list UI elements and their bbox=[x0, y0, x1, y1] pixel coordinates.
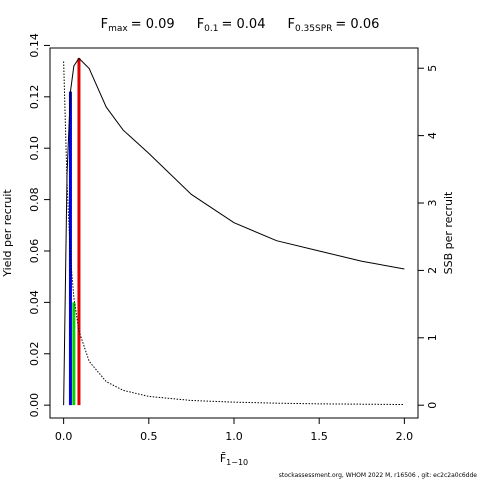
plot-frame bbox=[49, 47, 419, 419]
x-tick-label: 0.5 bbox=[140, 430, 158, 443]
x-tick-label: 1.0 bbox=[225, 430, 243, 443]
y-tick-label: 0.00 bbox=[28, 393, 41, 418]
y-tick-label: 0.10 bbox=[28, 136, 41, 161]
y2-tick-label: 3 bbox=[426, 200, 439, 207]
title-symbol: F bbox=[101, 17, 108, 32]
title-subscript: max bbox=[108, 24, 128, 34]
y2-tick-label: 1 bbox=[426, 334, 439, 341]
y-tick-label: 0.02 bbox=[28, 342, 41, 367]
x-label-sub: 1−10 bbox=[226, 458, 248, 467]
title-subscript: 0.35SPR bbox=[295, 24, 332, 34]
series-line bbox=[63, 61, 405, 406]
y-tick-label: 0.08 bbox=[28, 187, 41, 212]
y-tick-label: 0.04 bbox=[28, 290, 41, 315]
y-tick-label: 0.12 bbox=[28, 85, 41, 110]
y2-tick-label: 5 bbox=[426, 65, 439, 72]
y-axis-label: Yield per recruit bbox=[1, 189, 14, 278]
x-tick-label: 1.5 bbox=[310, 430, 328, 443]
title-subscript: 0.1 bbox=[204, 24, 218, 34]
x-tick-label: 2.0 bbox=[396, 430, 414, 443]
title-equation: = 0.06 bbox=[335, 17, 379, 32]
y2-tick-label: 4 bbox=[426, 132, 439, 139]
x-tick-label: 0.0 bbox=[55, 430, 73, 443]
y-tick-label: 0.06 bbox=[28, 239, 41, 264]
title-symbol: F bbox=[197, 17, 204, 32]
y2-axis-label: SSB per recruit bbox=[442, 191, 455, 274]
y2-tick-label: 0 bbox=[426, 402, 439, 409]
chart-title: Fmax = 0.09 F0.1 = 0.04 F0.35SPR = 0.06 bbox=[101, 17, 380, 34]
series-line bbox=[63, 57, 405, 406]
x-label-main: F̄ bbox=[220, 452, 226, 465]
y-tick-label: 0.14 bbox=[28, 33, 41, 58]
title-equation: = 0.09 bbox=[131, 17, 175, 32]
title-equation: = 0.04 bbox=[222, 17, 266, 32]
footer: stockassessment.org, WHOM 2022 M, r16506… bbox=[279, 472, 478, 479]
y2-tick-label: 2 bbox=[426, 267, 439, 274]
title-symbol: F bbox=[287, 17, 294, 32]
x-axis-label: F̄1−10 bbox=[220, 452, 248, 467]
